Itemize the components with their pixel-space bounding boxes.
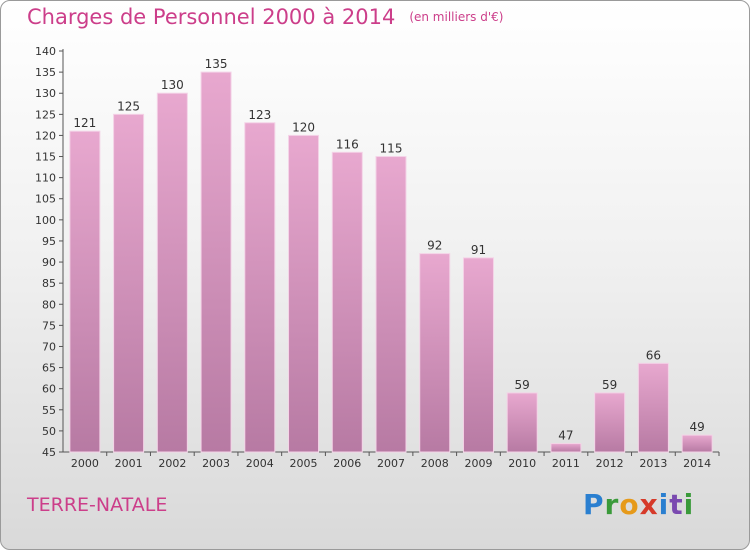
x-tick-label: 2004	[246, 457, 274, 470]
bar	[69, 130, 101, 453]
commune-name: TERRE-NATALE	[27, 494, 168, 516]
proxiti-logo[interactable]: Proxiti	[583, 488, 694, 521]
y-tick-label: 110	[35, 172, 56, 185]
data-label: 66	[646, 348, 661, 362]
data-label: 125	[117, 99, 140, 113]
x-tick-label: 2006	[333, 457, 361, 470]
bar	[506, 392, 538, 453]
data-label: 121	[73, 116, 96, 130]
x-tick-label: 2005	[290, 457, 318, 470]
x-tick-label: 2012	[596, 457, 624, 470]
y-tick-label: 115	[35, 151, 56, 164]
data-label: 49	[689, 420, 704, 434]
data-label: 47	[558, 429, 573, 443]
y-tick-label: 75	[42, 319, 56, 332]
x-tick-label: 2009	[464, 457, 492, 470]
data-label: 115	[380, 142, 403, 156]
chart-title-text: Charges de Personnel 2000 à 2014	[27, 5, 396, 29]
y-tick-label: 65	[42, 362, 56, 375]
bar	[244, 122, 276, 453]
bar	[288, 134, 320, 453]
y-tick-label: 70	[42, 340, 56, 353]
bar	[375, 156, 407, 453]
data-label: 123	[248, 108, 271, 122]
logo-letter: x	[639, 488, 659, 521]
bar	[113, 113, 145, 453]
y-tick-label: 80	[42, 298, 56, 311]
logo-letter: i	[683, 488, 695, 521]
data-label: 135	[205, 57, 228, 71]
x-tick-label: 2002	[158, 457, 186, 470]
y-tick-label: 125	[35, 108, 56, 121]
logo-letter: t	[669, 488, 684, 521]
y-tick-label: 50	[42, 425, 56, 438]
x-tick-label: 2003	[202, 457, 230, 470]
bar	[462, 257, 494, 453]
logo-letter: o	[619, 488, 640, 521]
y-tick-label: 95	[42, 235, 56, 248]
data-label: 91	[471, 243, 486, 257]
y-tick-label: 100	[35, 214, 56, 227]
bar	[156, 92, 188, 453]
chart-subtitle: (en milliers d'€)	[409, 10, 504, 24]
logo-letter: i	[658, 488, 670, 521]
x-tick-label: 2014	[683, 457, 711, 470]
bar	[419, 253, 451, 453]
y-tick-label: 55	[42, 404, 56, 417]
data-label: 59	[515, 378, 530, 392]
y-tick-label: 140	[35, 45, 56, 58]
bar	[200, 71, 232, 453]
x-tick-label: 2000	[71, 457, 99, 470]
bar	[331, 151, 363, 453]
y-tick-label: 85	[42, 277, 56, 290]
x-tick-label: 2011	[552, 457, 580, 470]
bar	[681, 434, 713, 453]
y-tick-label: 105	[35, 193, 56, 206]
y-tick-label: 120	[35, 129, 56, 142]
chart-title: Charges de Personnel 2000 à 2014 (en mill…	[27, 5, 503, 29]
x-tick-label: 2013	[639, 457, 667, 470]
y-tick-label: 60	[42, 383, 56, 396]
bar	[594, 392, 626, 453]
data-label: 116	[336, 137, 359, 151]
x-tick-label: 2008	[421, 457, 449, 470]
logo-letter: P	[583, 488, 605, 521]
data-label: 120	[292, 120, 315, 134]
bar	[637, 362, 669, 453]
y-tick-label: 135	[35, 66, 56, 79]
bar	[550, 443, 582, 453]
y-tick-label: 90	[42, 256, 56, 269]
data-label: 92	[427, 239, 442, 253]
x-tick-label: 2001	[115, 457, 143, 470]
y-tick-label: 45	[42, 446, 56, 459]
x-tick-label: 2007	[377, 457, 405, 470]
y-tick-label: 130	[35, 87, 56, 100]
logo-letter: r	[604, 488, 620, 521]
data-label: 130	[161, 78, 184, 92]
x-tick-label: 2010	[508, 457, 536, 470]
data-label: 59	[602, 378, 617, 392]
